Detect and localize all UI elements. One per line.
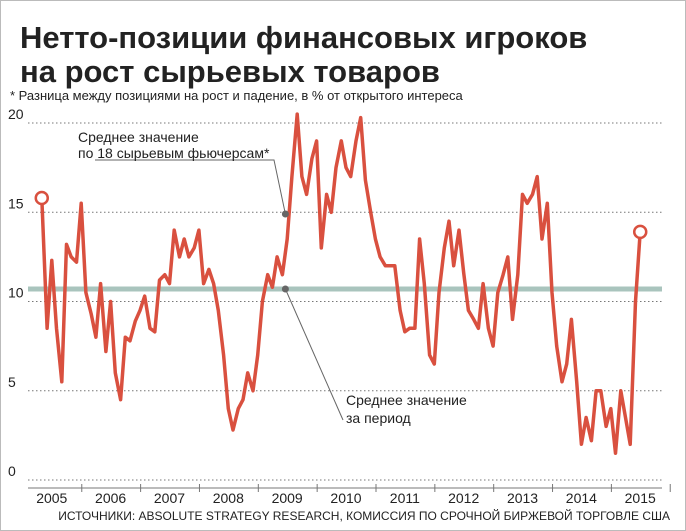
x-tick-label: 2011 bbox=[390, 490, 420, 506]
x-tick-label: 2005 bbox=[36, 490, 67, 506]
data-line bbox=[40, 112, 642, 455]
x-tick-label: 2010 bbox=[330, 490, 361, 506]
annotation: Среднее значение bbox=[346, 392, 467, 408]
y-tick-label: 0 bbox=[8, 463, 16, 479]
leader-line bbox=[284, 288, 344, 421]
y-tick-label: 20 bbox=[8, 106, 24, 122]
anchor-dot bbox=[281, 285, 289, 293]
chart-title: на рост сырьевых товаров bbox=[20, 54, 440, 89]
source: ИСТОЧНИКИ: ABSOLUTE STRATEGY RESEARCH, К… bbox=[58, 508, 670, 523]
x-tick-label: 2015 bbox=[625, 490, 656, 506]
y-tick-label: 5 bbox=[8, 374, 16, 390]
annotation: Среднее значение bbox=[78, 129, 199, 145]
end-marker bbox=[632, 224, 648, 240]
x-tick-label: 2008 bbox=[213, 490, 244, 506]
chart-title: Нетто-позиции финансовых игроков bbox=[20, 20, 587, 55]
anchor-dot bbox=[281, 210, 289, 218]
end-marker bbox=[34, 190, 50, 206]
x-tick-label: 2014 bbox=[566, 490, 597, 506]
y-tick-label: 10 bbox=[8, 285, 24, 301]
x-tick-label: 2007 bbox=[154, 490, 185, 506]
subtitle: * Разница между позициями на рост и паде… bbox=[10, 88, 464, 103]
x-tick-label: 2009 bbox=[272, 490, 303, 506]
x-tick-label: 2013 bbox=[507, 490, 538, 506]
x-tick-label: 2006 bbox=[95, 490, 126, 506]
leader-line bbox=[95, 159, 286, 215]
annotation: за период bbox=[346, 410, 411, 426]
y-tick-label: 15 bbox=[8, 195, 24, 211]
annotation: по 18 сырьевым фьючерсам* bbox=[78, 145, 270, 161]
x-tick-label: 2012 bbox=[448, 490, 479, 506]
